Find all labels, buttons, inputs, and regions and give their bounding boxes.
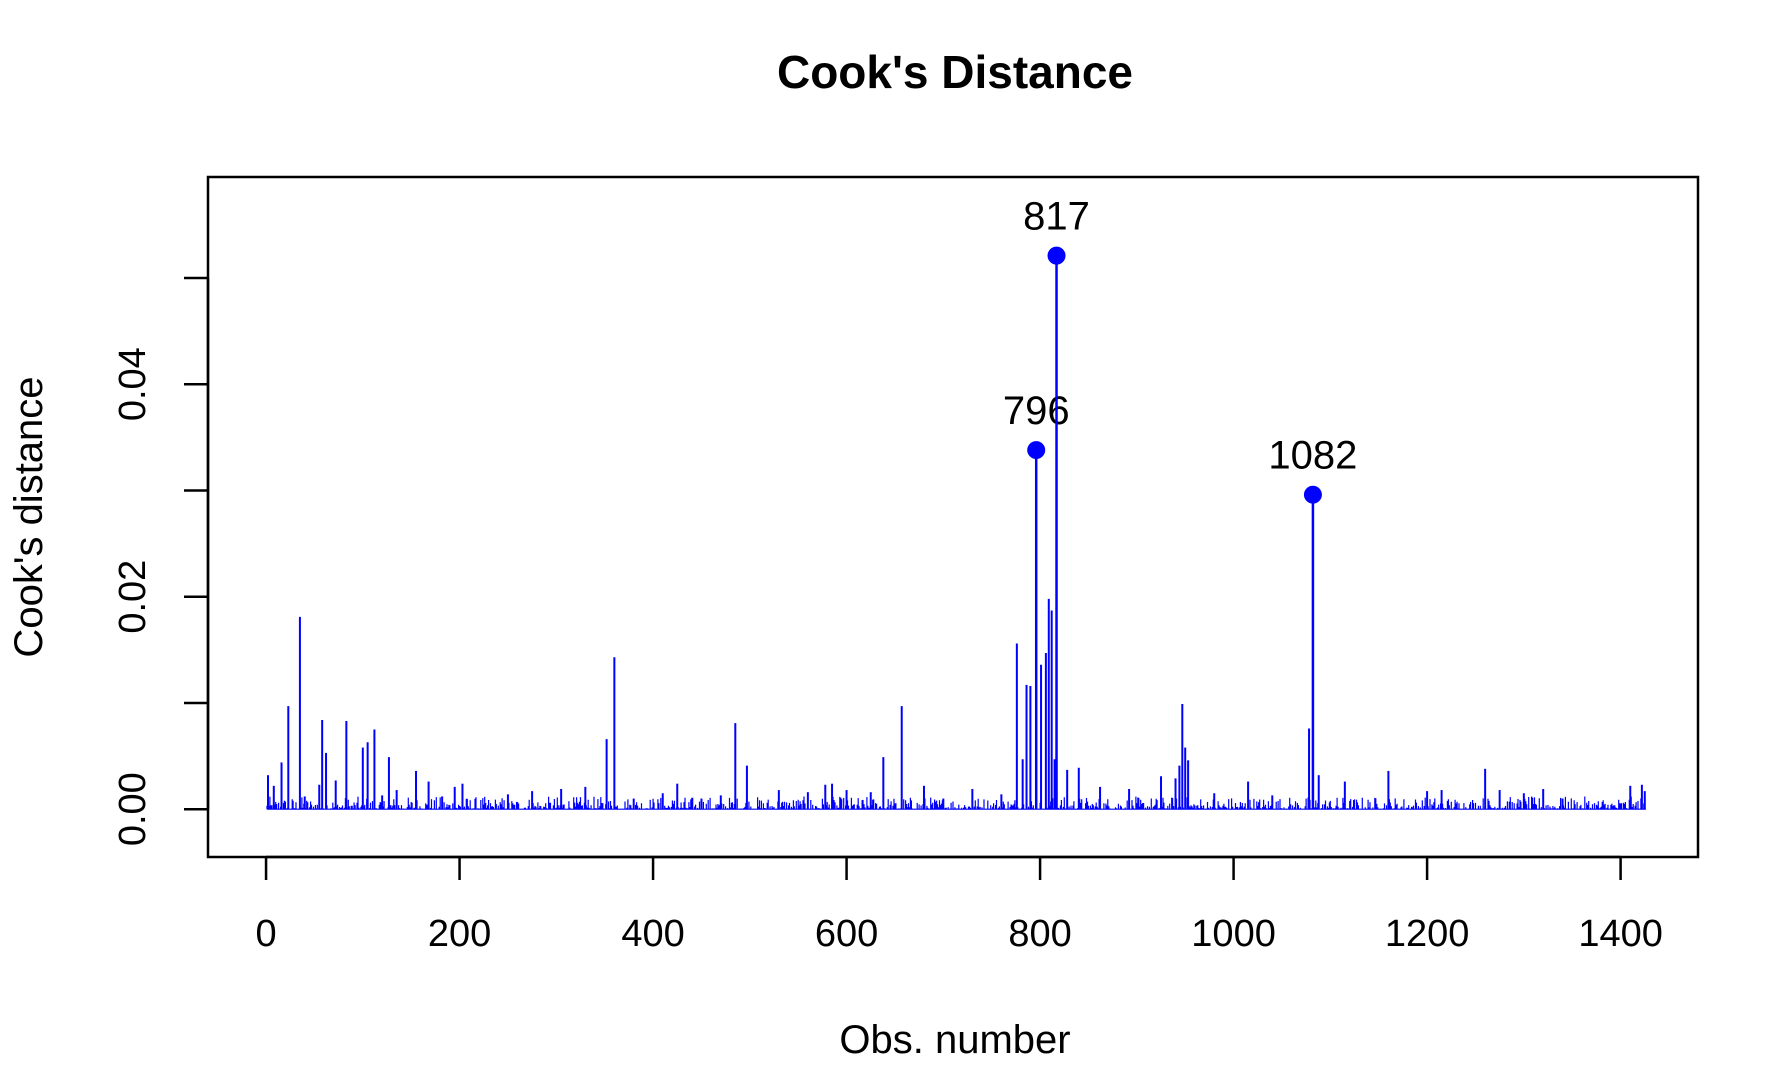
point-label: 1082	[1268, 434, 1357, 478]
plot-frame	[206, 175, 1700, 859]
x-axis: 0 200 400 600 800 1000 1200 1400	[255, 855, 1663, 955]
low-values-spikes	[266, 796, 1647, 810]
low-values-layer	[266, 796, 1647, 810]
x-tick-label: 200	[428, 913, 491, 955]
y-axis-label: Cook's distance	[7, 376, 51, 657]
x-tick-label: 600	[815, 913, 878, 955]
labeled-points-layer: 796 817 1082	[1003, 195, 1357, 810]
labeled-point-marker	[1027, 441, 1046, 460]
point-label: 817	[1023, 195, 1090, 239]
x-tick-label: 1400	[1578, 913, 1663, 955]
chart-title: Cook's Distance	[777, 46, 1133, 98]
x-tick-label: 0	[255, 913, 276, 955]
y-tick-label: 0.04	[112, 347, 154, 421]
x-axis-label: Obs. number	[839, 1018, 1070, 1062]
y-tick-label: 0.00	[112, 772, 154, 846]
point-label: 796	[1003, 389, 1070, 433]
x-tick-label: 400	[621, 913, 684, 955]
x-tick-label: 800	[1008, 913, 1071, 955]
x-tick-label: 1000	[1191, 913, 1276, 955]
y-axis: 0.00 0.02 0.04	[112, 276, 210, 846]
labeled-point-marker	[1047, 246, 1066, 265]
labeled-point-marker	[1303, 485, 1322, 504]
x-tick-label: 1200	[1385, 913, 1470, 955]
spikes-layer	[266, 598, 1646, 810]
y-tick-label: 0.02	[112, 560, 154, 634]
